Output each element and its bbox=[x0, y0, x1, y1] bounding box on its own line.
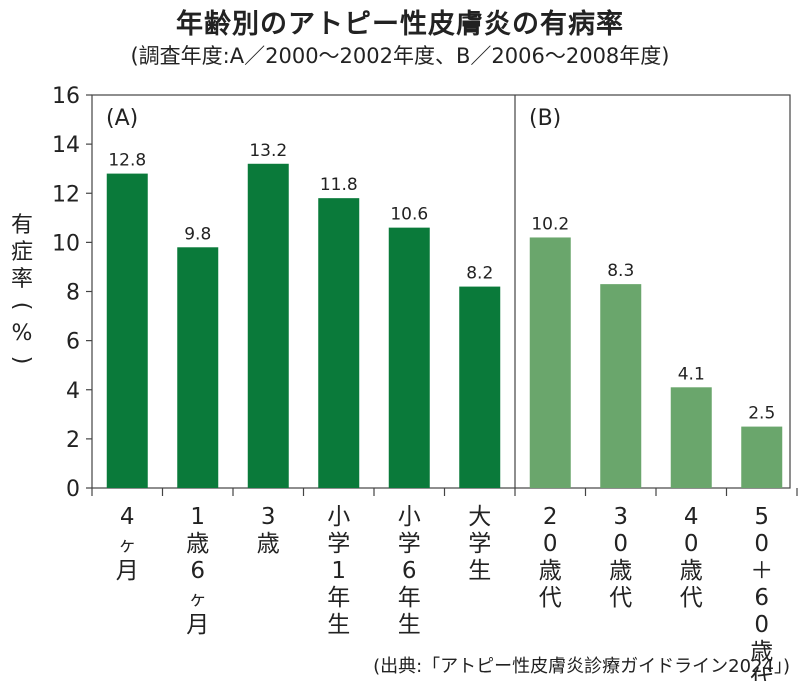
x-category-label-char: 月 bbox=[116, 558, 139, 584]
x-category-label-char: 4 bbox=[120, 504, 135, 530]
y-axis-label-char: 有 bbox=[11, 213, 33, 238]
x-category-label-char: 大 bbox=[468, 504, 491, 530]
chart-title: 年齢別のアトピー性皮膚炎の有病率 bbox=[176, 9, 624, 40]
y-axis-label-char: % bbox=[12, 321, 33, 346]
x-category-label-char: 月 bbox=[186, 612, 209, 638]
x-category-label-char: 1 bbox=[190, 504, 205, 530]
bar bbox=[670, 387, 712, 488]
bar-value-label: 2.5 bbox=[748, 404, 775, 424]
x-category-label-char: 0 bbox=[754, 612, 769, 638]
x-category-label-char: 代 bbox=[539, 585, 562, 611]
y-tick-label: 0 bbox=[66, 477, 80, 502]
x-category-label-char: ヶ bbox=[189, 589, 207, 610]
bar-value-label: 8.2 bbox=[466, 264, 493, 284]
x-category-label-char: ヶ bbox=[118, 535, 136, 556]
x-category-label-char: 小 bbox=[398, 504, 421, 530]
x-category-label-char: 生 bbox=[327, 612, 350, 638]
y-axis-label-char: ( bbox=[9, 302, 34, 311]
y-axis-label-char: ) bbox=[9, 356, 34, 365]
x-category-label-char: 代 bbox=[680, 585, 703, 611]
x-category-label-char: 生 bbox=[468, 558, 491, 584]
x-category-label-char: 学 bbox=[398, 531, 421, 557]
x-category-label-char: ＋ bbox=[750, 558, 773, 584]
bar bbox=[459, 286, 501, 488]
x-category-label-char: 6 bbox=[190, 558, 205, 584]
x-category-label-char: 歳 bbox=[750, 639, 773, 665]
y-tick-label: 4 bbox=[66, 379, 80, 404]
chart-subtitle: (調査年度:A／2000〜2002年度、B／2006〜2008年度) bbox=[130, 44, 670, 68]
bar-value-label: 9.8 bbox=[184, 224, 211, 244]
bar bbox=[247, 163, 289, 488]
group-label: (A) bbox=[106, 106, 138, 131]
x-category-label-char: 0 bbox=[543, 531, 558, 557]
x-category-label-char: 学 bbox=[327, 531, 350, 557]
y-tick-label: 2 bbox=[66, 428, 80, 453]
bar-value-label: 11.8 bbox=[320, 175, 358, 195]
y-axis-label-char: 率 bbox=[11, 267, 33, 292]
x-category-label-char: 歳 bbox=[186, 531, 209, 557]
bar bbox=[388, 227, 430, 488]
x-category-label-char: 0 bbox=[754, 531, 769, 557]
x-category-label-char: 歳 bbox=[680, 558, 703, 584]
x-category-label-char: 3 bbox=[613, 504, 628, 530]
x-category-label-char: 代 bbox=[609, 585, 632, 611]
x-category-label-char: 生 bbox=[398, 612, 421, 638]
x-category-label-char: 代 bbox=[750, 666, 773, 681]
y-tick-label: 8 bbox=[66, 281, 80, 306]
y-tick-label: 6 bbox=[66, 330, 80, 355]
x-category-label-char: 歳 bbox=[539, 558, 562, 584]
x-category-label-char: 学 bbox=[468, 531, 491, 557]
x-category-label-char: 5 bbox=[754, 504, 769, 530]
x-category-label-char: 4 bbox=[684, 504, 699, 530]
y-tick-label: 16 bbox=[52, 84, 80, 109]
bar-value-label: 8.3 bbox=[607, 261, 634, 281]
bar-value-label: 10.6 bbox=[390, 205, 428, 225]
bar-value-label: 13.2 bbox=[249, 141, 287, 161]
y-tick-label: 12 bbox=[52, 182, 80, 207]
bar bbox=[600, 284, 642, 488]
bar-value-label: 10.2 bbox=[531, 214, 569, 234]
x-category-label-char: 3 bbox=[261, 504, 276, 530]
x-category-label-char: 0 bbox=[684, 531, 699, 557]
bar bbox=[741, 426, 783, 488]
x-category-label-char: 歳 bbox=[609, 558, 632, 584]
y-tick-label: 10 bbox=[52, 231, 80, 256]
bar bbox=[106, 173, 148, 488]
x-category-label-char: 6 bbox=[402, 558, 417, 584]
source-note: (出典:「アトピー性皮膚炎診療ガイドライン2024」) bbox=[373, 656, 790, 677]
x-category-label-char: 歳 bbox=[257, 531, 280, 557]
bar-value-label: 4.1 bbox=[678, 364, 705, 384]
x-category-label-char: 年 bbox=[327, 585, 350, 611]
group-label: (B) bbox=[529, 106, 561, 131]
bar bbox=[529, 237, 571, 488]
x-category-label-char: 2 bbox=[543, 504, 558, 530]
x-category-label-char: 6 bbox=[754, 585, 769, 611]
y-tick-label: 14 bbox=[52, 133, 80, 158]
bar-value-label: 12.8 bbox=[108, 151, 146, 171]
bar bbox=[177, 247, 219, 488]
x-category-label-char: 1 bbox=[331, 558, 346, 584]
x-category-label-char: 年 bbox=[398, 585, 421, 611]
x-category-label-char: 0 bbox=[613, 531, 628, 557]
y-axis-label-char: 症 bbox=[11, 240, 33, 265]
bar bbox=[318, 198, 360, 488]
x-category-label-char: 小 bbox=[327, 504, 350, 530]
